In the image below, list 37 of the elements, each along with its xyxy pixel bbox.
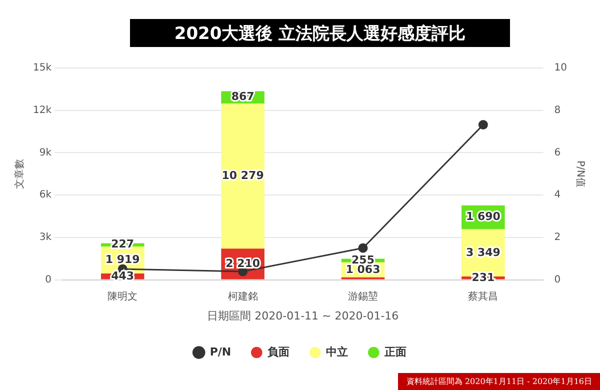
- x-tick-label: 陳明文: [108, 290, 138, 302]
- x-tick-label: 蔡其昌: [468, 290, 498, 302]
- data-label: 2 210: [226, 256, 260, 270]
- y-tick-label: 6k: [39, 190, 52, 201]
- x-tick-label: 游錫堃: [348, 290, 378, 302]
- y-tick-label: 9k: [39, 147, 52, 158]
- legend-label: 正面: [384, 345, 407, 358]
- point: [358, 243, 368, 253]
- data-label: 1 690: [466, 210, 501, 224]
- x-axis-title: 日期區間 2020-01-11 ~ 2020-01-16: [207, 309, 399, 322]
- data-label: 10 279: [222, 168, 264, 182]
- text: 資料統計區間為 2020年1月11日 - 2020年1月16日: [398, 373, 600, 390]
- y-tick-label: 3k: [39, 232, 52, 244]
- data-label: 3 349: [466, 246, 500, 259]
- data-label: 443: [111, 269, 134, 282]
- y-tick-label: 0: [45, 274, 52, 286]
- x-tick-label: 柯建銘: [228, 290, 258, 302]
- data-label: 1 063: [346, 262, 380, 276]
- y2-tick-label: 10: [554, 62, 568, 74]
- y2-tick-label: 6: [554, 147, 561, 158]
- data-label: 231: [472, 270, 495, 284]
- legend-label: 負面: [266, 345, 290, 358]
- y-tick-label: 15k: [33, 62, 52, 74]
- bar: [221, 103, 264, 249]
- legend-label: 中立: [326, 345, 348, 358]
- data-label: 1 919: [105, 252, 140, 266]
- y2-axis-title: P/N值: [574, 160, 586, 188]
- y-tick-label: 12k: [33, 104, 52, 116]
- chart-title: 2020大選後 立法院長人選好感度評比: [130, 19, 510, 47]
- y2-tick-label: 2: [554, 232, 561, 244]
- legend-label: P/N: [210, 345, 232, 358]
- y2-tick-label: 0: [554, 274, 561, 286]
- point: [478, 120, 488, 130]
- y2-tick-label: 4: [554, 190, 561, 201]
- y2-tick-label: 8: [554, 104, 561, 116]
- data-label: 867: [231, 90, 254, 104]
- y-axis-title: 文章數: [14, 158, 26, 189]
